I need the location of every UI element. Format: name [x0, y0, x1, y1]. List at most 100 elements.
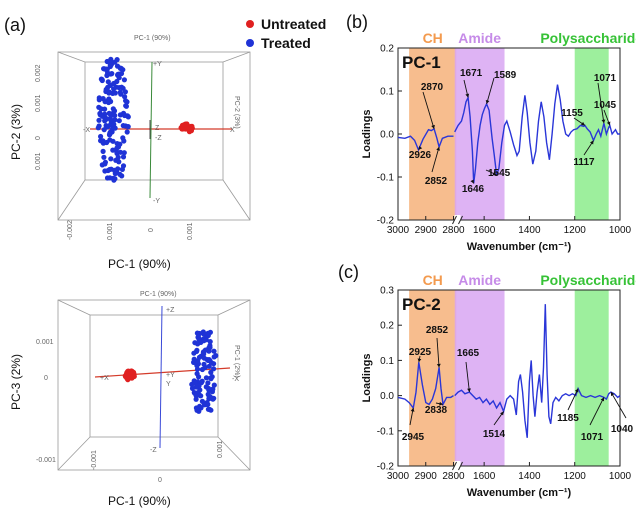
- pca-point-treated: [114, 63, 121, 69]
- pca-point-treated: [211, 348, 217, 354]
- pca-point-treated: [99, 113, 105, 119]
- annotation-arrow: [436, 337, 440, 368]
- annotation-label: 2870: [421, 82, 444, 93]
- pc2-loadings-chart: CH Amide Polysaccharide -0.2 -0.1 0.0 0.1 0.2 0.…: [361, 272, 636, 499]
- annotation-arrow: [610, 391, 627, 419]
- panel-label-b: (b): [346, 12, 368, 32]
- pca-bottom-untreated-points: [122, 368, 137, 383]
- pca-top-box: [57, 51, 251, 221]
- pca-point-untreated: [180, 126, 186, 132]
- pca-bottom-box: [57, 299, 251, 471]
- pca-point-treated: [102, 168, 108, 174]
- pca-point-treated: [195, 341, 201, 347]
- y-tick-label: 0.2: [380, 321, 394, 332]
- pca-point-treated: [114, 78, 120, 85]
- pca-point-treated: [211, 354, 217, 360]
- plot-frame: [397, 289, 621, 467]
- pca-top-y-axis: [149, 61, 153, 199]
- pca-point-treated: [98, 133, 104, 140]
- pca-point-treated: [99, 162, 105, 168]
- annotation-arrowhead: [580, 121, 585, 126]
- pca-point-treated: [119, 166, 125, 172]
- pca-top-untreated-points: [178, 121, 195, 135]
- x-tick-label: 1600: [473, 471, 496, 482]
- pca-bottom-ytick-1: 0: [44, 375, 48, 382]
- x-tick-label: 1000: [609, 225, 632, 236]
- pca-point-treated: [211, 366, 217, 372]
- pc1-loadings-chart: CH Amide Polysaccharide -0.2 -0.1 0.0 0.1 0.2 30…: [361, 30, 636, 253]
- legend-marker-treated: [246, 39, 254, 47]
- pca-point-treated: [211, 382, 217, 388]
- pca-point-treated: [125, 114, 131, 120]
- pca-top-xtick-0: -0.002: [67, 220, 74, 240]
- pca-point-treated: [117, 149, 124, 155]
- annotation-label: 1040: [611, 424, 634, 435]
- y-tick-label: 0.1: [380, 356, 394, 367]
- pca-point-untreated: [131, 373, 137, 379]
- annotation-arrowhead: [485, 99, 490, 104]
- pca-point-treated: [104, 116, 110, 122]
- pca-bottom-mark-za: +Z: [166, 307, 175, 314]
- pca-3d-plot-bottom: +X -X +Y Y +Z -Z PC-1 (90%) PC-1 (2%) 0.…: [9, 291, 251, 508]
- pca-point-treated: [115, 72, 121, 78]
- pca-point-treated: [101, 127, 107, 133]
- pca-point-treated: [98, 76, 104, 82]
- panel-label-a: (a): [4, 15, 26, 35]
- annotation-arrow: [431, 146, 440, 173]
- pca-point-treated: [206, 387, 212, 393]
- pca-point-treated: [121, 112, 127, 118]
- x-tick-label: 3000: [387, 471, 410, 482]
- annotation-arrowhead: [589, 140, 594, 145]
- region-polysaccharide: [574, 290, 609, 466]
- pca-point-treated: [205, 380, 211, 386]
- pca-point-treated: [111, 86, 117, 92]
- annotation-label: 2852: [425, 176, 448, 187]
- region-polysaccharide: [574, 48, 609, 220]
- pca-point-treated: [96, 123, 102, 129]
- pca-top-treated-points: [95, 56, 131, 183]
- x-tick-label: 2900: [415, 225, 438, 236]
- pca-point-treated: [199, 366, 205, 373]
- pca-point-treated: [96, 117, 102, 123]
- region-label: Amide: [458, 272, 501, 288]
- annotation-arrowhead: [436, 146, 440, 151]
- pca-point-treated: [114, 145, 120, 151]
- pca-point-treated: [121, 150, 127, 156]
- series-line-right: [454, 304, 621, 438]
- pca-point-treated: [110, 106, 116, 112]
- pca-point-treated: [116, 118, 122, 124]
- pca-point-treated: [122, 89, 128, 95]
- y-tick-label: 0.0: [380, 130, 394, 141]
- pca-point-treated: [211, 361, 217, 367]
- pca-point-treated: [104, 58, 110, 65]
- pca-point-treated: [208, 407, 214, 413]
- x-tick-label: 1000: [609, 471, 632, 482]
- annotation-label: 1646: [462, 184, 485, 195]
- pca-bottom-mark-xneg: +X: [100, 375, 109, 382]
- pca-top-mark-ypos: +Y: [153, 61, 162, 68]
- pca-point-treated: [111, 121, 117, 127]
- pca-bottom-mark-yneg: Y: [166, 381, 171, 388]
- pca-top-mark-xneg: -X: [83, 127, 90, 134]
- annotation-arrow: [589, 397, 605, 426]
- region-label: CH: [423, 30, 443, 46]
- annotation-arrowhead: [470, 179, 474, 184]
- pca-top-mark-zb: -Z: [155, 135, 162, 142]
- pca-bottom-xlabel: PC-1 (90%): [108, 494, 171, 508]
- pca-top-mark-yneg: -Y: [153, 198, 160, 205]
- axis-break: [454, 461, 461, 471]
- pca-bottom-mark-zb: -Z: [150, 447, 157, 454]
- axis-break-mark: [452, 215, 457, 225]
- pca-bottom-mark-xpos: -X: [232, 376, 239, 383]
- annotation-arrowhead: [436, 363, 441, 368]
- pca-top-ylabel: PC-2 (3%): [9, 104, 23, 160]
- pca-point-treated: [192, 380, 198, 386]
- legend-label-untreated: Untreated: [261, 16, 326, 32]
- x-tick-label: 1200: [564, 225, 587, 236]
- axis-break-mark: [452, 461, 457, 471]
- pca-point-treated: [193, 384, 199, 390]
- pca-bottom-ytick-0: 0.001: [36, 339, 54, 346]
- annotation-arrow: [486, 77, 495, 105]
- annotation-arrow: [465, 361, 470, 393]
- pca-3d-plot-top: -X X +Y -Y Z -Z PC-1 (90%) PC-2 (3%) -0.…: [9, 35, 251, 271]
